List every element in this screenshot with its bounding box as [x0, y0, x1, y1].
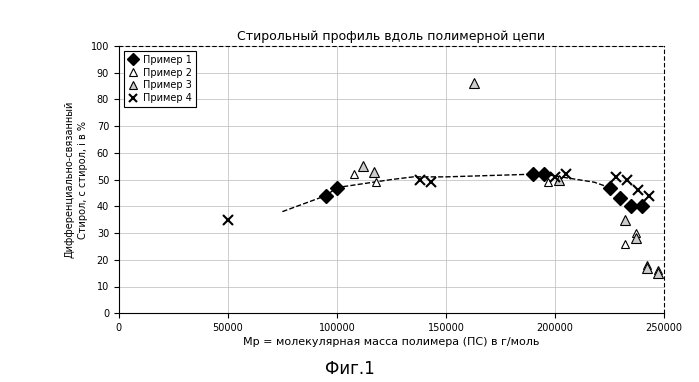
- Пример 4: [562, 172, 570, 176]
- Пример 3: [642, 265, 651, 270]
- X-axis label: Мр = молекулярная масса полимера (ПС) в г/моль: Мр = молекулярная масса полимера (ПС) в …: [243, 337, 540, 347]
- Пример 4: [612, 175, 620, 179]
- Пример 4: [644, 193, 653, 198]
- Legend: Пример 1, Пример 2, Пример 3, Пример 4: Пример 1, Пример 2, Пример 3, Пример 4: [124, 51, 196, 107]
- Пример 1: [333, 185, 341, 190]
- Line: Пример 4: Пример 4: [223, 169, 654, 225]
- Пример 4: [426, 180, 435, 185]
- Пример 1: [540, 172, 548, 176]
- Пример 2: [654, 268, 662, 273]
- Пример 2: [372, 180, 380, 185]
- Пример 3: [359, 164, 367, 168]
- Line: Пример 2: Пример 2: [350, 170, 662, 275]
- Пример 3: [470, 81, 479, 86]
- Y-axis label: Дифференциально-связанный
Стирол, с стирол, i в %: Дифференциально-связанный Стирол, с стир…: [65, 101, 88, 258]
- Пример 3: [631, 236, 640, 241]
- Пример 2: [555, 177, 563, 182]
- Text: Фиг.1: Фиг.1: [324, 360, 375, 378]
- Line: Пример 1: Пример 1: [321, 169, 647, 211]
- Пример 2: [642, 263, 651, 267]
- Пример 4: [224, 217, 232, 222]
- Пример 3: [555, 177, 563, 182]
- Пример 1: [529, 172, 538, 176]
- Пример 3: [654, 271, 662, 275]
- Пример 1: [638, 204, 647, 209]
- Пример 4: [416, 177, 424, 182]
- Line: Пример 3: Пример 3: [358, 78, 663, 278]
- Пример 4: [551, 175, 559, 179]
- Пример 4: [634, 188, 642, 193]
- Пример 2: [621, 241, 629, 246]
- Пример 1: [605, 185, 614, 190]
- Пример 2: [545, 180, 553, 185]
- Пример 2: [631, 231, 640, 235]
- Пример 1: [617, 196, 625, 201]
- Пример 2: [350, 172, 359, 176]
- Пример 3: [621, 217, 629, 222]
- Пример 1: [322, 193, 330, 198]
- Пример 1: [627, 204, 635, 209]
- Пример 4: [623, 177, 631, 182]
- Title: Стирольный профиль вдоль полимерной цепи: Стирольный профиль вдоль полимерной цепи: [238, 30, 545, 43]
- Пример 3: [370, 169, 378, 174]
